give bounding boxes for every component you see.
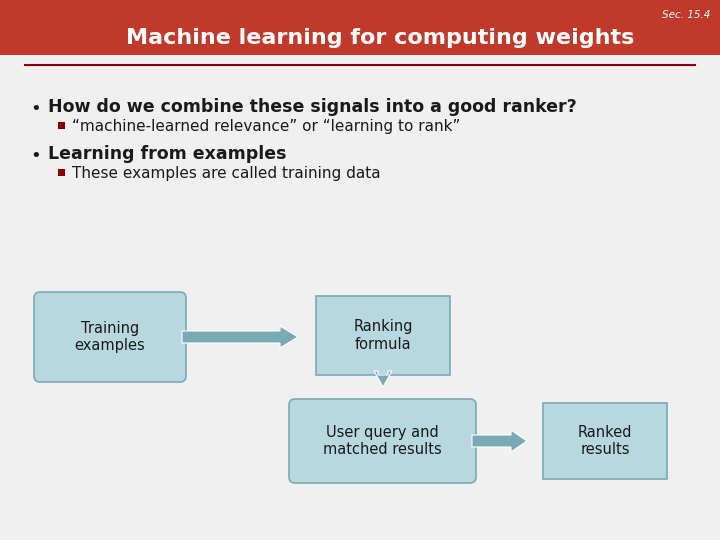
Text: User query and
matched results: User query and matched results [323,425,442,457]
Bar [0,0,720,55]
Text: •: • [30,100,41,118]
FancyBboxPatch shape [316,296,450,375]
Bar [58,169,65,176]
FancyArrow shape [374,371,392,387]
Text: •: • [30,147,41,165]
FancyBboxPatch shape [34,292,186,382]
Text: Sec. 15.4: Sec. 15.4 [662,10,710,20]
Text: Ranking
formula: Ranking formula [354,319,413,352]
FancyBboxPatch shape [543,403,667,479]
Text: Learning from examples: Learning from examples [48,145,287,163]
Text: Ranked
results: Ranked results [577,425,632,457]
FancyArrow shape [472,430,527,452]
FancyBboxPatch shape [289,399,476,483]
FancyArrow shape [182,326,298,348]
Text: Training
examples: Training examples [75,321,145,353]
Text: Machine learning for computing weights: Machine learning for computing weights [126,28,634,48]
Text: These examples are called training data: These examples are called training data [72,166,381,181]
Text: How do we combine these signals into a good ranker?: How do we combine these signals into a g… [48,98,577,116]
Bar [58,122,65,129]
Text: “machine-learned relevance” or “learning to rank”: “machine-learned relevance” or “learning… [72,119,460,134]
